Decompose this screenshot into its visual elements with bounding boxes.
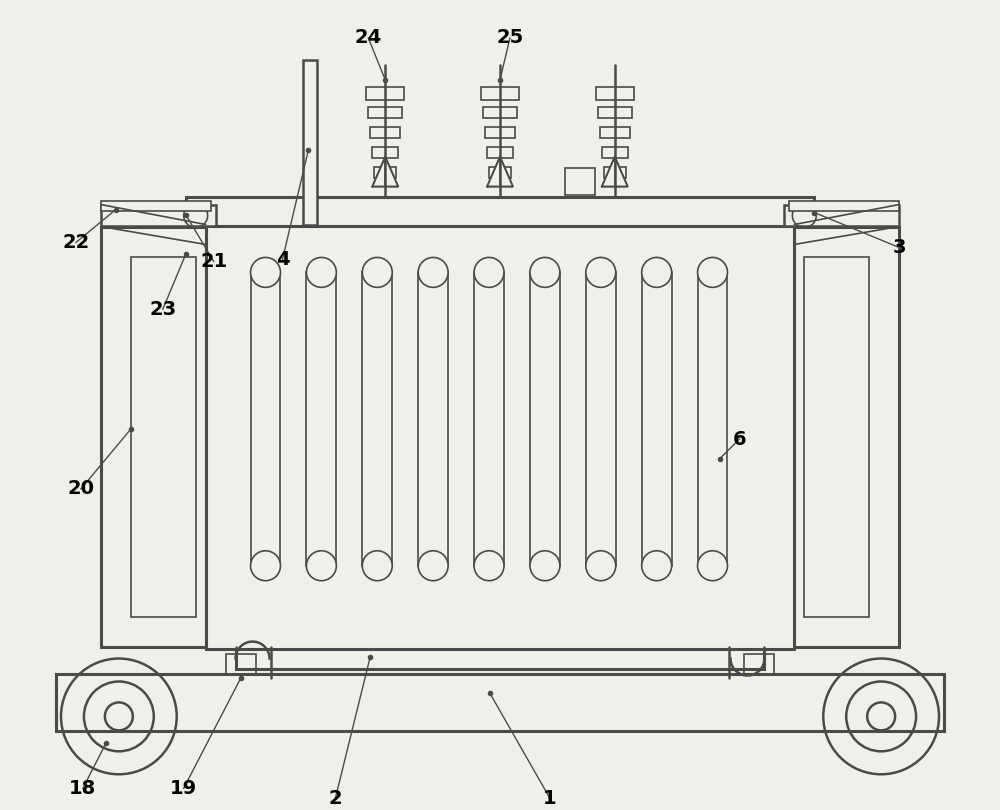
Bar xyxy=(586,272,616,565)
Text: 19: 19 xyxy=(170,778,197,798)
Bar xyxy=(366,87,404,100)
Text: 21: 21 xyxy=(200,252,227,271)
Bar xyxy=(101,205,216,227)
Bar xyxy=(206,224,794,649)
Bar xyxy=(374,167,396,177)
Circle shape xyxy=(306,258,336,288)
Bar xyxy=(101,201,211,211)
Bar xyxy=(56,673,944,731)
Circle shape xyxy=(642,258,672,288)
Circle shape xyxy=(474,258,504,288)
Polygon shape xyxy=(602,156,628,186)
Circle shape xyxy=(530,551,560,581)
Bar xyxy=(596,87,634,100)
Circle shape xyxy=(362,551,392,581)
Bar xyxy=(487,147,513,158)
Bar xyxy=(485,126,515,138)
Bar xyxy=(303,60,317,224)
Text: 4: 4 xyxy=(276,250,289,269)
Bar xyxy=(251,272,280,565)
Circle shape xyxy=(418,551,448,581)
Bar xyxy=(372,147,398,158)
Bar xyxy=(131,258,196,616)
Bar xyxy=(101,228,206,646)
Bar xyxy=(565,168,595,194)
Bar xyxy=(598,107,632,117)
Bar xyxy=(368,107,402,117)
Bar xyxy=(794,228,899,646)
Bar xyxy=(481,87,519,100)
Bar xyxy=(804,258,869,616)
Bar xyxy=(236,646,764,668)
Bar xyxy=(698,272,727,565)
Bar xyxy=(604,167,626,177)
Text: 25: 25 xyxy=(496,28,524,48)
Text: 1: 1 xyxy=(543,789,557,808)
Circle shape xyxy=(698,258,727,288)
Bar xyxy=(474,272,504,565)
Bar xyxy=(370,126,400,138)
Bar xyxy=(186,197,814,227)
Polygon shape xyxy=(372,156,398,186)
Bar xyxy=(744,654,774,673)
Circle shape xyxy=(251,258,280,288)
Text: 24: 24 xyxy=(355,28,382,48)
Text: 23: 23 xyxy=(149,300,176,319)
Bar xyxy=(789,201,899,211)
Text: 20: 20 xyxy=(67,480,94,498)
Circle shape xyxy=(251,551,280,581)
Bar xyxy=(362,272,392,565)
Circle shape xyxy=(586,551,616,581)
Bar xyxy=(530,272,560,565)
Circle shape xyxy=(474,551,504,581)
Circle shape xyxy=(586,258,616,288)
Bar xyxy=(602,147,628,158)
Text: 18: 18 xyxy=(69,778,97,798)
Circle shape xyxy=(642,551,672,581)
Bar xyxy=(226,654,256,673)
Text: 3: 3 xyxy=(892,238,906,257)
Circle shape xyxy=(418,258,448,288)
Bar xyxy=(418,272,448,565)
Bar xyxy=(784,205,899,227)
Circle shape xyxy=(698,551,727,581)
Circle shape xyxy=(362,258,392,288)
Polygon shape xyxy=(487,156,513,186)
Bar xyxy=(483,107,517,117)
Bar xyxy=(600,126,630,138)
Bar xyxy=(642,272,672,565)
Text: 6: 6 xyxy=(733,429,746,449)
Circle shape xyxy=(530,258,560,288)
Circle shape xyxy=(306,551,336,581)
Text: 22: 22 xyxy=(62,233,90,252)
Bar xyxy=(306,272,336,565)
Text: 2: 2 xyxy=(329,789,342,808)
Bar xyxy=(489,167,511,177)
